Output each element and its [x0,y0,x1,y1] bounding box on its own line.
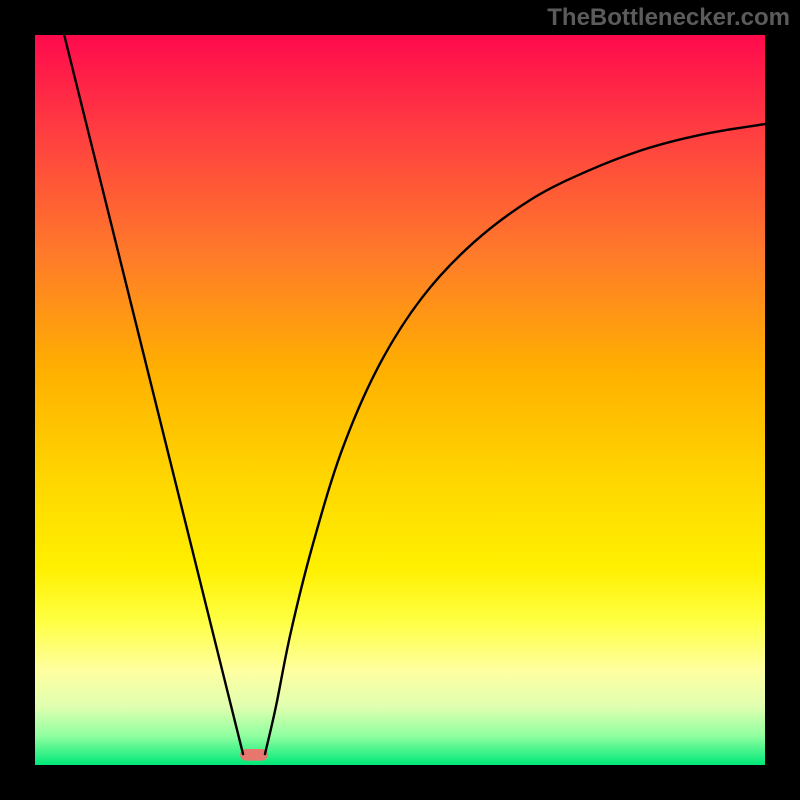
plot-area [35,35,765,765]
chart-outer-frame: TheBottlenecker.com [0,0,800,800]
watermark-text: TheBottlenecker.com [547,4,790,32]
gradient-background [35,35,765,765]
